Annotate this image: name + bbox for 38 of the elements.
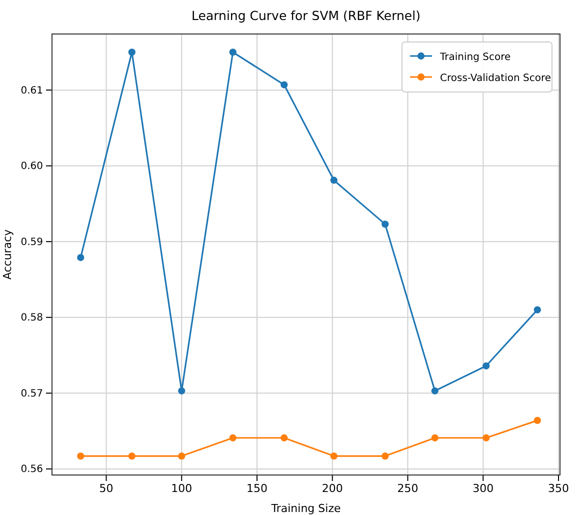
point [77, 452, 84, 460]
point [534, 306, 541, 314]
x-tick-label: 100 [171, 482, 192, 495]
x-tick-label: 350 [548, 482, 569, 495]
y-tick-label: 0.58 [20, 312, 43, 324]
x-axis-title: Training Size [270, 502, 341, 515]
x-tick-label: 200 [322, 482, 343, 495]
point [178, 387, 186, 394]
y-tick-label: 0.57 [20, 388, 43, 400]
point [77, 254, 84, 262]
chart-title: Learning Curve for SVM (RBF Kernel) [192, 8, 420, 23]
point [229, 434, 236, 442]
point [431, 434, 438, 442]
point [330, 452, 338, 460]
x-tick-label: 50 [99, 482, 114, 495]
point [280, 434, 288, 442]
y-tick-label: 0.61 [20, 85, 43, 96]
point [128, 452, 136, 460]
legend-label: Cross-Validation Score [440, 73, 552, 84]
y-tick-label: 0.56 [20, 464, 43, 476]
y-tick-label: 0.60 [20, 161, 43, 172]
x-tick-label: 250 [397, 482, 418, 495]
point [128, 48, 136, 56]
point [280, 81, 288, 88]
x-tick-label: 150 [246, 482, 268, 495]
point [534, 416, 541, 424]
point [229, 48, 236, 56]
point [178, 452, 186, 460]
point [330, 176, 338, 184]
y-axis-title: Accuracy [1, 228, 14, 280]
legend-label: Training Score [439, 52, 511, 63]
point [431, 387, 438, 394]
x-tick-label: 300 [472, 482, 494, 495]
y-tick-label: 0.59 [20, 236, 43, 248]
point [382, 452, 389, 460]
point [482, 434, 490, 442]
point [382, 220, 389, 228]
point [482, 362, 490, 370]
